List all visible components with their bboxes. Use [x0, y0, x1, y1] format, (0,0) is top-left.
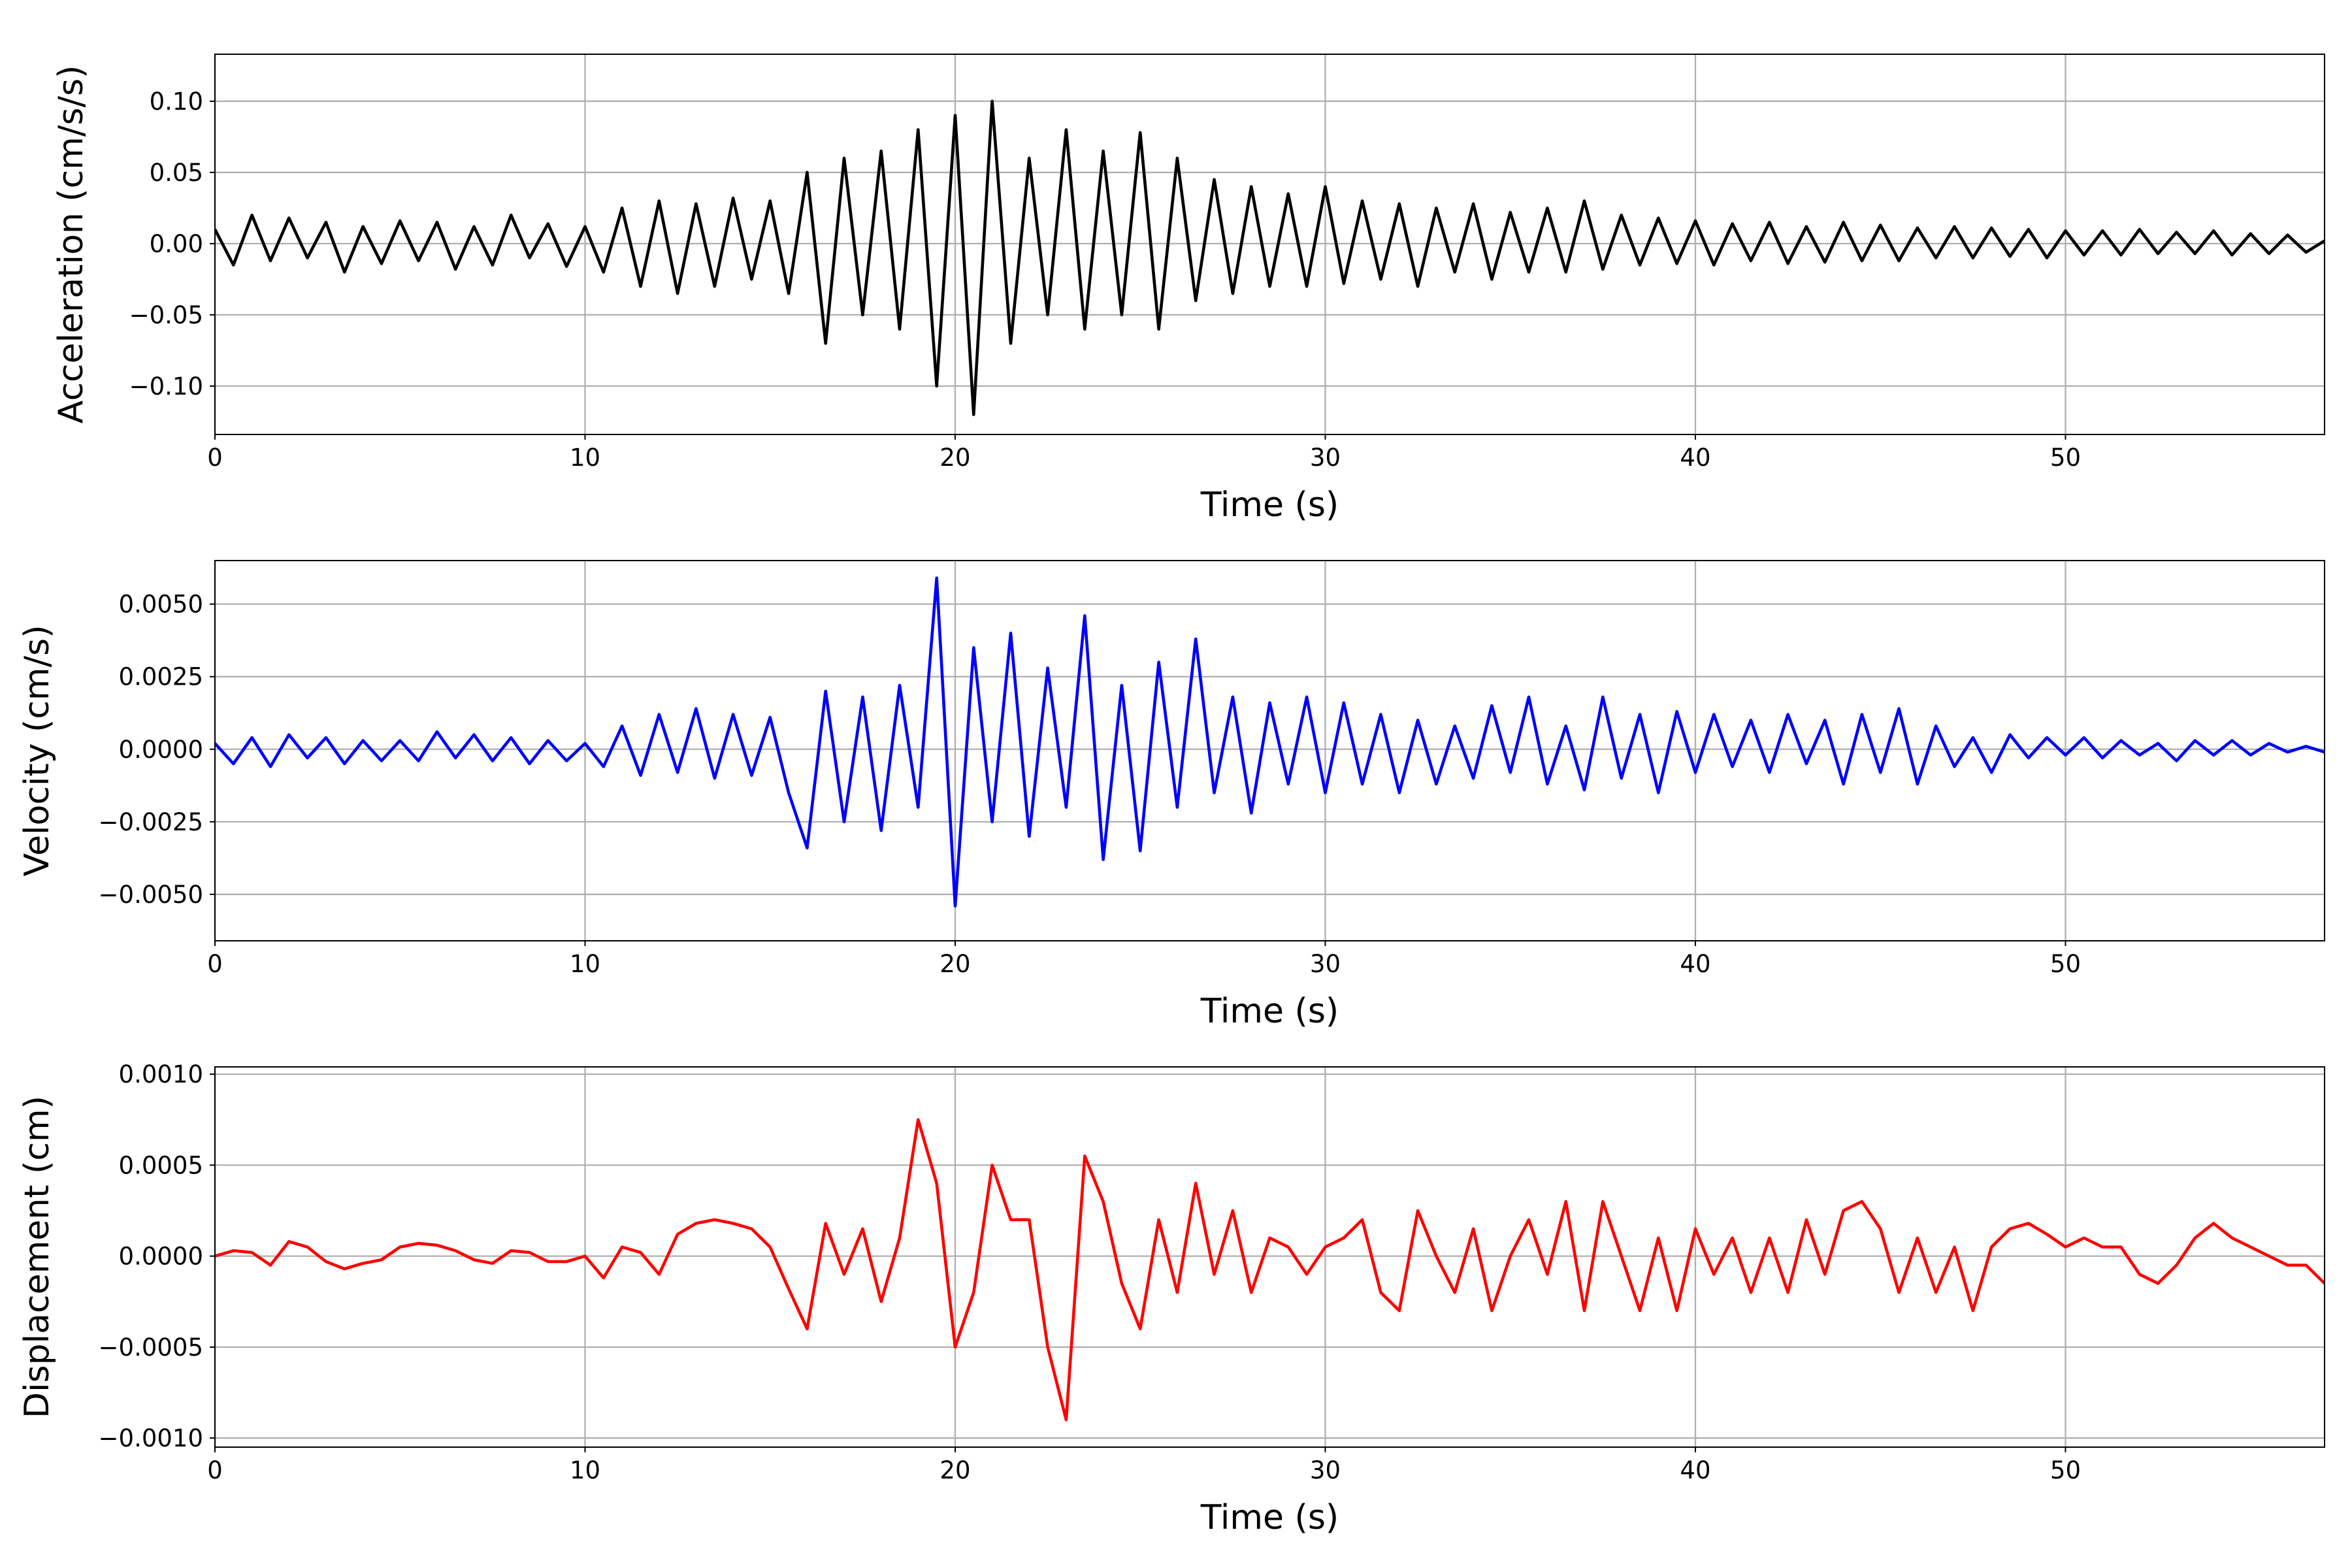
x-axis-label: Time (s): [1200, 485, 1339, 525]
y-axis-label: Acceleration (cm/s/s): [52, 65, 91, 424]
x-tick-label: 0: [207, 950, 223, 978]
y-tick-label: −0.10: [129, 372, 203, 400]
x-tick-label: 10: [570, 1456, 600, 1484]
y-axis-label: Displacement (cm): [18, 1096, 57, 1418]
x-tick-label: 40: [1680, 444, 1710, 472]
y-tick-label: 0.0005: [119, 1151, 203, 1179]
y-tick-label: 0.0025: [119, 663, 203, 691]
x-tick-label: 40: [1680, 1456, 1710, 1484]
data-line: [215, 576, 2325, 907]
x-tick-label: 10: [570, 950, 600, 978]
subplot: 0 10 20 30 40 50 −0.10 −0.05 0.00 0.05 0.10 Time (s…: [52, 54, 2325, 525]
y-tick-label: 0.00: [150, 230, 203, 258]
data-line: [215, 99, 2325, 416]
y-tick-label: 0.10: [150, 88, 203, 116]
y-axis-label: Velocity (cm/s): [18, 625, 57, 877]
data-line: [215, 1118, 2325, 1422]
x-tick-label: 50: [2050, 1456, 2081, 1484]
x-tick-label: 30: [1310, 950, 1341, 978]
x-tick-label: 20: [939, 444, 970, 472]
axes-frame: [214, 1066, 2325, 1448]
subplot: 0 10 20 30 40 50 −0.0010 −0.0005 0.0000 0.0005 0.0…: [18, 1060, 2325, 1537]
y-tick-label: −0.0050: [99, 881, 203, 909]
x-tick-label: 30: [1310, 1456, 1341, 1484]
y-tick-label: 0.0000: [119, 736, 203, 764]
x-tick-label: 20: [939, 950, 970, 978]
y-tick-label: −0.0025: [99, 808, 203, 836]
y-tick-label: −0.0005: [99, 1333, 203, 1362]
x-tick-label: 20: [939, 1456, 970, 1484]
x-axis-label: Time (s): [1200, 1498, 1339, 1537]
x-tick-label: 0: [207, 444, 223, 472]
x-tick-label: 30: [1310, 444, 1341, 472]
y-tick-label: 0.0050: [119, 591, 203, 619]
y-tick-label: −0.05: [129, 301, 203, 329]
x-tick-label: 50: [2050, 950, 2081, 978]
axes-frame: [214, 54, 2325, 435]
x-tick-label: 0: [207, 1456, 223, 1484]
y-tick-label: 0.0010: [119, 1060, 203, 1088]
y-tick-label: −0.0010: [99, 1424, 203, 1452]
subplot: 0 10 20 30 40 50 −0.0050 −0.0025 0.0000 0.0025 0.0…: [18, 560, 2325, 1031]
x-tick-label: 40: [1680, 950, 1710, 978]
x-tick-label: 50: [2050, 444, 2081, 472]
axes-frame: [214, 560, 2325, 941]
x-axis-label: Time (s): [1200, 992, 1339, 1031]
y-tick-label: 0.0000: [119, 1243, 203, 1271]
y-tick-label: 0.05: [150, 159, 203, 187]
x-tick-label: 10: [570, 444, 600, 472]
